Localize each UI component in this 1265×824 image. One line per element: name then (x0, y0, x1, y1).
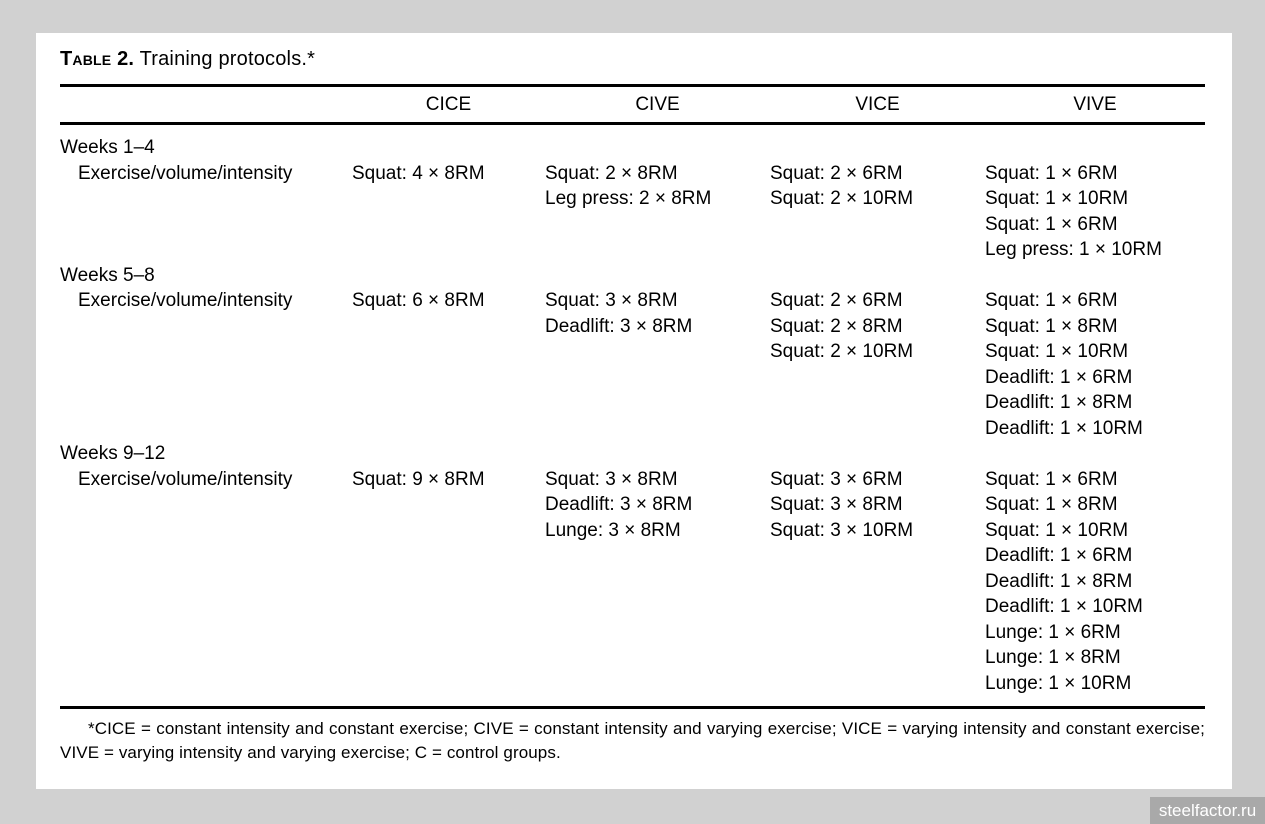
cell-vice: Squat: 3 × 6RM Squat: 3 × 8RM Squat: 3 × 1… (770, 467, 985, 544)
protocol-line: Squat: 1 × 10RM (985, 519, 1129, 541)
table-container: Table 2. Training protocols.* CICE CIVE … (60, 33, 1205, 764)
protocol-line: Squat: 2 × 8RM (545, 162, 678, 184)
cell-cive: Squat: 3 × 8RM Deadlift: 3 × 8RM Lunge: 3 … (545, 467, 770, 544)
watermark-badge: steelfactor.ru (1150, 797, 1265, 824)
cell-vive: Squat: 1 × 6RM Squat: 1 × 8RM Squat: 1 × 1… (985, 288, 1205, 441)
protocol-line: Deadlift: 1 × 8RM (985, 392, 1133, 413)
cell-cice: Squat: 6 × 8RM (352, 288, 545, 314)
protocol-line: Deadlift: 1 × 6RM (985, 366, 1133, 388)
section-weeks-1-4: Weeks 1–4 Exercise/volume/intensity Squa… (60, 135, 1205, 263)
protocol-line: Squat: 1 × 6RM (985, 162, 1118, 184)
header-cell-cive: CIVE (635, 93, 680, 115)
table-footnote: *CICE = constant intensity and constant … (60, 706, 1205, 764)
protocol-line: Squat: 3 × 6RM (770, 468, 903, 490)
section-row: Exercise/volume/intensity Squat: 9 × 8RM… (60, 467, 1205, 697)
protocol-line: Lunge: 1 × 6RM (985, 621, 1121, 643)
table-header-row: CICE CIVE VICE VIVE (60, 84, 1205, 125)
paper-page: Table 2. Training protocols.* CICE CIVE … (36, 33, 1232, 789)
protocol-line: Deadlift: 1 × 8RM (985, 570, 1133, 592)
section-week-label: Weeks 1–4 (60, 137, 155, 158)
header-cell-vice: VICE (855, 93, 900, 115)
protocol-line: Squat: 1 × 6RM (985, 213, 1118, 235)
protocol-line: Squat: 2 × 6RM (770, 290, 903, 311)
protocol-line: Squat: 2 × 10RM (770, 341, 914, 362)
section-row: Exercise/volume/intensity Squat: 6 × 8RM… (60, 288, 1205, 441)
cell-cive: Squat: 2 × 8RM Leg press: 2 × 8RM (545, 161, 770, 212)
cell-cice: Squat: 4 × 8RM (352, 161, 545, 187)
protocol-line: Squat: 1 × 6RM (985, 468, 1118, 490)
cell-vice: Squat: 2 × 6RM Squat: 2 × 8RM Squat: 2 × 1… (770, 288, 985, 365)
protocol-line: Squat: 2 × 10RM (770, 188, 914, 209)
table-title: Table 2. Training protocols.* (60, 33, 1205, 71)
protocol-line: Lunge: 1 × 10RM (985, 672, 1132, 694)
table-body: Weeks 1–4 Exercise/volume/intensity Squa… (60, 125, 1205, 706)
protocol-line: Squat: 1 × 6RM (985, 290, 1118, 311)
section-week-label: Weeks 9–12 (60, 443, 166, 464)
protocol-line: Squat: 2 × 8RM (770, 315, 903, 337)
protocol-line: Squat: 2 × 6RM (770, 162, 903, 184)
protocol-line: Deadlift: 3 × 8RM (545, 494, 693, 515)
section-weeks-5-8: Weeks 5–8 Exercise/volume/intensity Squa… (60, 263, 1205, 442)
protocol-line: Deadlift: 3 × 8RM (545, 315, 693, 337)
protocol-line: Squat: 1 × 10RM (985, 341, 1129, 362)
protocol-line: Squat: 3 × 8RM (545, 290, 678, 311)
cell-vive: Squat: 1 × 6RM Squat: 1 × 10RM Squat: 1 × … (985, 161, 1205, 263)
protocol-line: Squat: 9 × 8RM (352, 468, 485, 490)
protocol-line: Leg press: 2 × 8RM (545, 188, 712, 209)
watermark-label: steelfactor.ru (1158, 800, 1257, 820)
protocol-line: Leg press: 1 × 10RM (985, 239, 1162, 260)
protocol-line: Deadlift: 1 × 10RM (985, 417, 1143, 439)
section-row: Exercise/volume/intensity Squat: 4 × 8RM… (60, 161, 1205, 263)
table-caption: Training protocols.* (139, 48, 316, 70)
table-number-label: Table 2. (60, 48, 135, 70)
section-weeks-9-12: Weeks 9–12 Exercise/volume/intensity Squ… (60, 441, 1205, 696)
protocol-line: Squat: 1 × 8RM (985, 494, 1118, 515)
cell-vice: Squat: 2 × 6RM Squat: 2 × 10RM (770, 161, 985, 212)
section-week-label: Weeks 5–8 (60, 264, 155, 286)
header-cell-vive: VIVE (1073, 93, 1117, 115)
protocol-line: Lunge: 3 × 8RM (545, 519, 681, 541)
row-label: Exercise/volume/intensity (78, 468, 293, 490)
protocol-line: Squat: 3 × 10RM (770, 519, 914, 541)
protocol-line: Squat: 1 × 8RM (985, 315, 1118, 337)
protocol-line: Deadlift: 1 × 6RM (985, 545, 1133, 566)
cell-cice: Squat: 9 × 8RM (352, 467, 545, 493)
protocol-line: Squat: 4 × 8RM (352, 162, 485, 184)
protocol-line: Squat: 1 × 10RM (985, 188, 1129, 209)
protocol-line: Deadlift: 1 × 10RM (985, 596, 1143, 617)
row-label: Exercise/volume/intensity (78, 162, 293, 184)
protocol-line: Squat: 3 × 8RM (545, 468, 678, 490)
header-cell-cice: CICE (425, 93, 472, 115)
protocol-line: Lunge: 1 × 8RM (985, 647, 1121, 668)
protocol-line: Squat: 6 × 8RM (352, 290, 485, 311)
cell-vive: Squat: 1 × 6RM Squat: 1 × 8RM Squat: 1 × 1… (985, 467, 1205, 697)
row-label: Exercise/volume/intensity (78, 290, 293, 311)
protocol-line: Squat: 3 × 8RM (770, 494, 903, 515)
cell-cive: Squat: 3 × 8RM Deadlift: 3 × 8RM (545, 288, 770, 339)
